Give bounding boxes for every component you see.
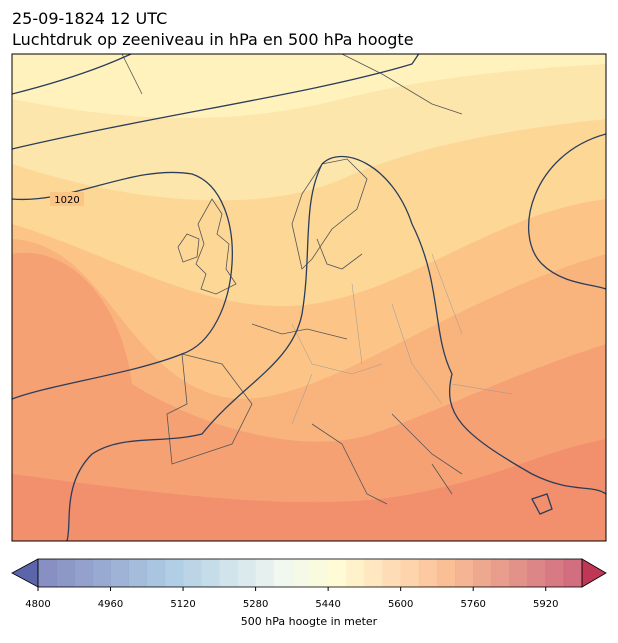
coastline: [121, 54, 463, 505]
colorbar-bin: [255, 559, 275, 587]
tick-label: 5120: [170, 599, 195, 610]
colorbar-bin: [291, 559, 311, 587]
map-frame: [11, 53, 607, 542]
border: [291, 253, 513, 425]
subtitle: Luchtdruk op zeeniveau in hPa en 500 hPa…: [12, 30, 414, 49]
tick-label: 5760: [460, 599, 485, 610]
colorbar-frame: [37, 558, 583, 588]
colorbar-bin: [545, 559, 565, 587]
colorbar-bin: [219, 559, 238, 587]
colorbar-label: 500 hPa hoogte in meter: [241, 615, 378, 628]
map: 1020: [11, 53, 607, 542]
colorbar-bin: [128, 559, 148, 587]
label-bg: [50, 192, 84, 206]
colorbar-bin: [201, 559, 220, 587]
band: [12, 439, 606, 541]
colorbar-bin: [382, 559, 401, 587]
isobar: [321, 155, 606, 495]
colorbar-bin: [237, 559, 256, 587]
colorbar-bin: [183, 559, 202, 587]
colorbar-bin: [74, 559, 93, 587]
colorbar-bin: [491, 559, 510, 587]
colorbar-bin: [527, 559, 547, 587]
colorbar-bin: [364, 559, 383, 587]
isobar: [66, 163, 323, 541]
colorbar-bin: [346, 559, 365, 587]
extend-high: [581, 558, 607, 588]
colorbar-bin: [473, 559, 492, 587]
colorbar-bin: [509, 559, 528, 587]
colorbar-bin: [328, 559, 347, 587]
colorbar-bin: [455, 559, 474, 587]
colorbar-bin: [400, 559, 420, 587]
colorbar: 4800 4960 5120 5280 5440 5600 5760 5920: [11, 558, 607, 610]
tick-label: 5920: [533, 599, 558, 610]
isobar: [12, 171, 233, 400]
colorbar-bin: [110, 559, 129, 587]
colorbar-bin: [310, 559, 329, 587]
colorbar-bin: [56, 559, 75, 587]
colorbar-bin: [273, 559, 293, 587]
colorbar-bin: [563, 559, 583, 587]
colorbar-bin: [38, 559, 57, 587]
colorbar-bin: [164, 559, 184, 587]
extend-low: [11, 558, 39, 588]
colorbar-bin: [92, 559, 111, 587]
colorbar-bin: [146, 559, 166, 587]
isobar: [12, 54, 133, 95]
isobar: [528, 133, 606, 290]
tick-label: 5440: [315, 599, 340, 610]
colorbar-bin: [436, 559, 456, 587]
colorbar-bin: [418, 559, 438, 587]
tick-label: 4800: [25, 599, 50, 610]
tick-label: 5280: [243, 599, 268, 610]
tick-label: 4960: [98, 599, 123, 610]
contour-label: 1020: [54, 195, 79, 206]
isobar: [531, 493, 553, 515]
tick-label: 5600: [388, 599, 413, 610]
isobar: [12, 54, 420, 150]
title: 25-09-1824 12 UTC: [12, 9, 167, 28]
band: [12, 252, 606, 541]
map-fields: 1020: [12, 54, 606, 541]
